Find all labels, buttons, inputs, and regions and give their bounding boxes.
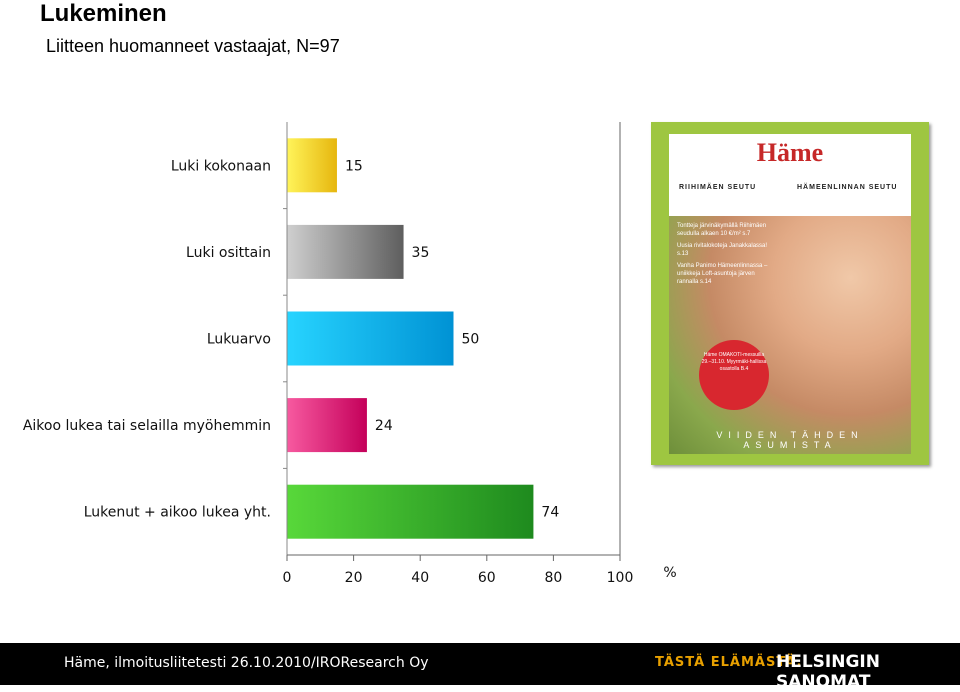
cover-header: Häme RIIHIMÄEN SEUTU HÄMEENLINNAN SEUTU (669, 134, 911, 216)
page-subtitle: Liitteen huomanneet vastaajat, N=97 (46, 36, 340, 56)
cover-fair-badge: Häme OMAKOTI-messuilla 29.–31.10. Myyrmä… (699, 340, 769, 410)
data-label: 35 (412, 245, 430, 261)
cover-photo: Häme RIIHIMÄEN SEUTU HÄMEENLINNAN SEUTU … (669, 134, 911, 454)
cover-headline: Vanha Panimo Hämeenlinnassa – uniikkeja … (677, 263, 768, 285)
cover-tagline: VIIDEN TÄHDEN ASUMISTA (716, 430, 864, 450)
x-tick-label: 80 (544, 570, 562, 586)
cover-region-right: HÄMEENLINNAN SEUTU (797, 184, 898, 191)
category-label: Lukenut + aikoo lukea yht. (84, 505, 271, 521)
x-tick-label: 40 (411, 570, 429, 586)
data-label: 15 (345, 158, 363, 174)
magazine-cover-image: Häme RIIHIMÄEN SEUTU HÄMEENLINNAN SEUTU … (651, 122, 929, 465)
category-label: Luki kokonaan (171, 158, 271, 174)
bar (287, 311, 454, 366)
x-tick-label: 100 (607, 570, 634, 586)
cover-region-left: RIIHIMÄEN SEUTU (679, 184, 757, 191)
cover-logo: Häme (756, 138, 824, 167)
bar-chart: 0 20 40 60 80 100 % Luki kokonaan 15 Luki osittai… (23, 122, 677, 586)
footer-source: Häme, ilmoitusliitetesti 26.10.2010/IROR… (64, 655, 429, 671)
data-label: 74 (541, 505, 559, 521)
bar (287, 398, 367, 453)
page-title: Lukeminen (40, 0, 167, 27)
cover-headlines: Tontteja järvinäkymällä Riihimäen seudul… (677, 222, 769, 290)
bar (287, 484, 534, 539)
category-label: Luki osittain (186, 245, 271, 261)
bar (287, 224, 404, 279)
data-label: 24 (375, 418, 393, 434)
category-label: Lukuarvo (207, 332, 271, 348)
footer-slogan: TÄSTÄ ELÄMÄSTÄ. (655, 655, 803, 670)
data-label: 50 (462, 332, 480, 348)
bar (287, 138, 337, 193)
footer-bar: Häme, ilmoitusliitetesti 26.10.2010/IROR… (0, 643, 960, 692)
cover-headline: Tontteja järvinäkymällä Riihimäen seudul… (677, 223, 767, 237)
category-label: Aikoo lukea tai selailla myöhemmin (23, 418, 271, 434)
x-tick-label: 0 (283, 570, 292, 586)
cover-headline: Uusia rivitalokoteja Janakkalassa! s.13 (677, 243, 768, 257)
x-tick-label: 20 (345, 570, 363, 586)
x-unit-label: % (663, 565, 676, 581)
x-tick-label: 60 (478, 570, 496, 586)
footer-brand-logo: HELSINGIN SANOMAT (776, 652, 880, 692)
